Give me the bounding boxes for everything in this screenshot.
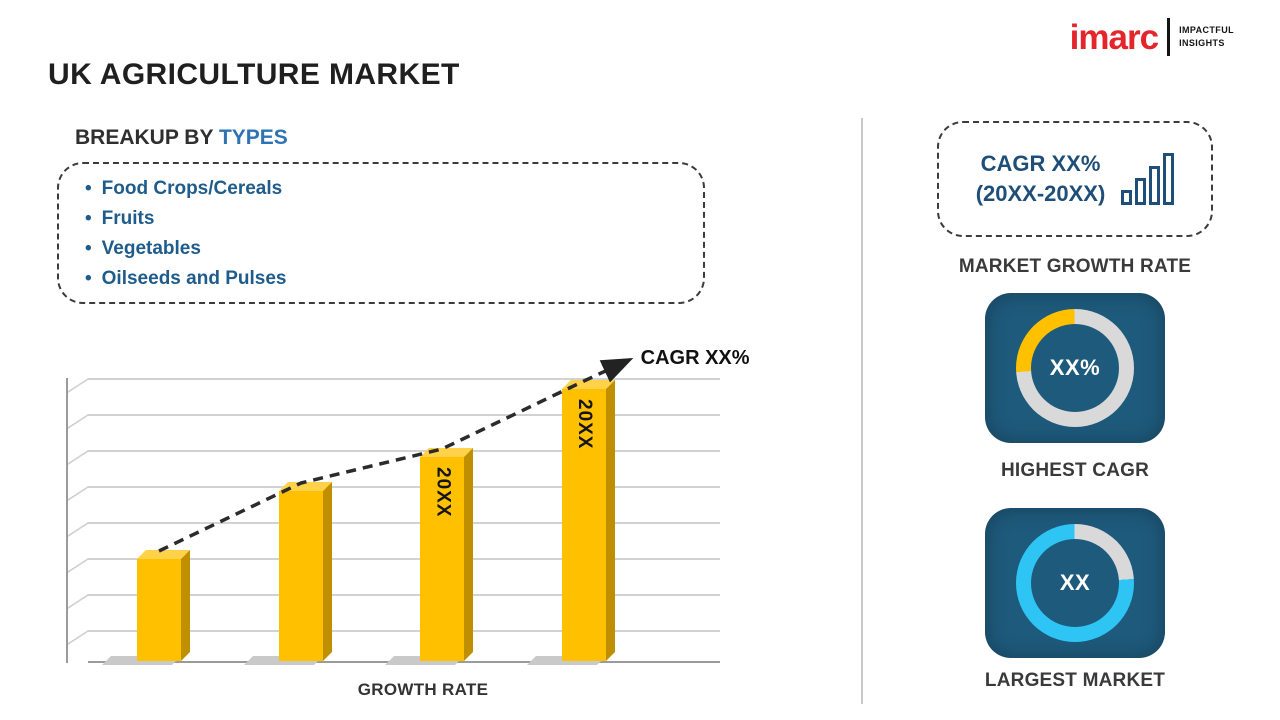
trend-cagr-label: CAGR XX% [640,346,750,369]
list-item: Fruits [85,204,683,234]
chart-y-axis [66,378,68,663]
cagr-value-line: CAGR XX% [980,151,1101,177]
page-title: UK AGRICULTURE MARKET [48,58,460,91]
types-list: Food Crops/Cereals Fruits Vegetables Oil… [85,174,683,294]
bar-group-4: 20XX [527,378,607,665]
bar: 20XX [420,457,465,661]
bar-group-1 [101,378,181,665]
cagr-period-line: (20XX-20XX) [975,181,1106,206]
bar [136,559,181,661]
largest-market-tile: XX [985,508,1165,658]
largest-market-caption: LARGEST MARKET [984,670,1166,691]
chart-bars: 20XX 20XX [88,378,655,665]
bar-chart-icon-bar [1163,153,1175,205]
list-item: Oilseeds and Pulses [85,264,683,294]
breakup-heading: BREAKUP BY TYPES [75,126,288,150]
highest-cagr-caption: HIGHEST CAGR [1000,460,1150,481]
breakup-heading-highlight: TYPES [218,126,288,149]
largest-market-donut: XX [1016,524,1134,642]
highest-cagr-value-text: XX% [1049,355,1101,380]
chart-grid-wall [66,378,88,678]
bar: 20XX [562,389,607,661]
imarc-logo-text: imarc [1069,17,1159,57]
breakup-heading-prefix: BREAKUP BY [75,126,214,149]
logo-tagline: IMPACTFUL INSIGHTS [1179,24,1234,51]
list-item: Vegetables [85,234,683,264]
chart-x-label: GROWTH RATE [357,680,489,699]
highest-cagr-tile: XX% [985,293,1165,443]
bar-chart-icon-bar [1135,178,1147,205]
cagr-text: CAGR XX% (20XX-20XX) [976,149,1106,208]
market-growth-rate-caption: MARKET GROWTH RATE [958,256,1192,277]
logo-tagline-line1: IMPACTFUL [1179,24,1234,35]
types-list-box: Food Crops/Cereals Fruits Vegetables Oil… [57,162,705,304]
bar-label: 20XX [574,399,596,450]
highest-cagr-donut: XX% [1016,309,1134,427]
logo-tagline-line2: INSIGHTS [1179,38,1225,48]
bar-chart-icon-bar [1121,190,1133,205]
growth-rate-chart: 20XX 20XX [66,358,720,678]
section-divider [861,118,863,704]
largest-market-value: XX [1031,539,1119,627]
logo-divider [1167,18,1171,56]
bar-group-3: 20XX [385,378,465,665]
bar-chart-icon-bar [1149,166,1161,205]
bar [278,491,323,661]
bar-label: 20XX [432,467,454,518]
bar-group-2 [243,378,323,665]
imarc-logo: imarc IMPACTFUL INSIGHTS [1070,18,1234,56]
largest-market-value-text: XX [1059,570,1091,595]
list-item: Food Crops/Cereals [85,174,683,204]
market-growth-rate-box: CAGR XX% (20XX-20XX) [937,121,1213,237]
highest-cagr-value: XX% [1031,324,1119,412]
bar-chart-icon [1121,153,1175,205]
